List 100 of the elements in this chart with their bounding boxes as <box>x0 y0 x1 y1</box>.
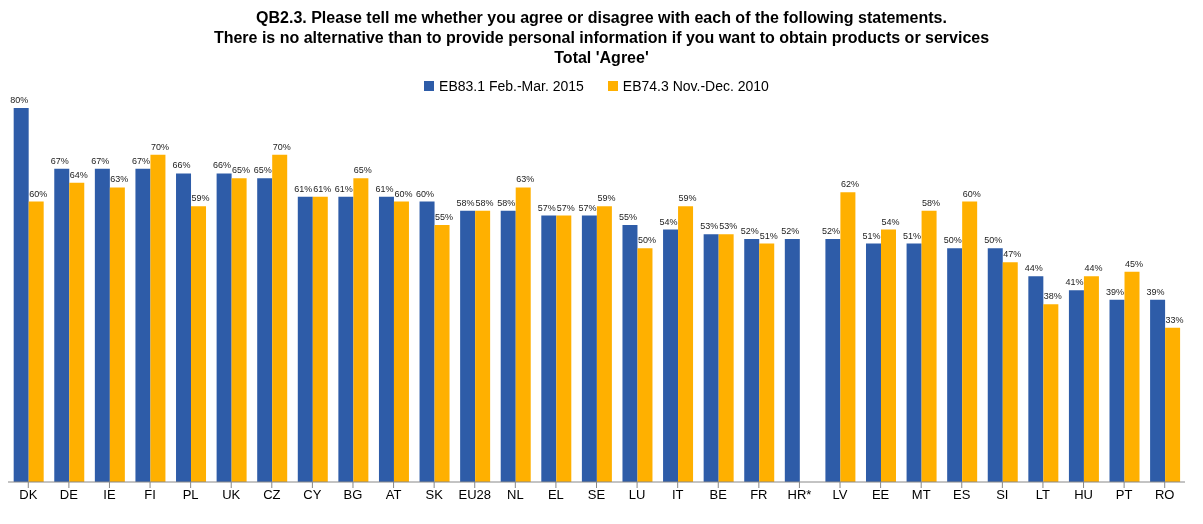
bar <box>1002 262 1018 482</box>
x-tick-label: FI <box>144 487 156 503</box>
bar <box>257 178 273 482</box>
bar <box>475 210 491 482</box>
data-label: 58% <box>475 197 494 208</box>
x-tick-label: PT <box>1115 487 1133 503</box>
data-label: 59% <box>597 193 616 204</box>
bar <box>297 196 313 482</box>
data-label: 64% <box>69 169 88 180</box>
data-label: 54% <box>881 216 900 227</box>
data-label: 70% <box>272 141 291 152</box>
bar <box>865 243 881 482</box>
bar <box>150 154 166 482</box>
bar <box>460 210 476 482</box>
bar <box>825 238 841 482</box>
x-tick-label: UK <box>222 487 241 503</box>
x-tick-label: MT <box>911 487 931 503</box>
x-tick-label: SK <box>425 487 444 503</box>
bar <box>231 178 247 482</box>
data-label: 55% <box>618 211 637 222</box>
x-tick-label: EE <box>871 487 890 503</box>
x-tick-label: HU <box>1074 487 1093 503</box>
data-label: 51% <box>759 230 778 241</box>
x-tick-label: LT <box>1035 487 1051 503</box>
data-label: 60% <box>394 188 413 199</box>
bar <box>596 206 612 482</box>
bar <box>622 224 638 482</box>
bar <box>581 215 597 482</box>
x-tick-label: ES <box>953 487 971 503</box>
data-label: 50% <box>943 235 962 246</box>
data-label: 58% <box>456 197 475 208</box>
data-label: 59% <box>678 193 697 204</box>
bar <box>784 238 800 482</box>
bar <box>921 210 937 482</box>
x-tick-label: SI <box>996 487 1009 503</box>
data-label: 44% <box>1084 263 1103 274</box>
chart-subtitle: Total 'Agree' <box>553 48 650 68</box>
x-tick-label: AT <box>385 487 402 503</box>
data-label: 58% <box>497 197 516 208</box>
data-label: 58% <box>922 197 941 208</box>
bar <box>703 234 719 482</box>
data-label: 80% <box>10 95 29 105</box>
bar <box>54 168 70 482</box>
x-tick-label: EU28 <box>458 487 492 503</box>
data-label: 61% <box>313 183 332 194</box>
bar <box>28 201 44 482</box>
x-tick-label: LV <box>832 487 848 503</box>
bar <box>13 108 29 482</box>
data-label: 61% <box>334 183 353 194</box>
bar <box>637 248 653 482</box>
data-label: 66% <box>172 160 191 171</box>
bar <box>678 206 694 482</box>
bar <box>541 215 557 482</box>
data-label: 50% <box>637 235 656 246</box>
bar <box>840 192 856 482</box>
bar <box>272 154 288 482</box>
x-tick-label: IE <box>103 487 116 503</box>
bar <box>69 182 85 482</box>
data-label: 65% <box>232 165 251 176</box>
bar <box>1109 299 1125 482</box>
bar <box>880 229 896 482</box>
data-label: 52% <box>781 225 800 236</box>
bar <box>987 248 1003 482</box>
bar <box>338 196 354 482</box>
bar <box>515 187 531 482</box>
bar <box>1165 327 1181 482</box>
bar <box>109 187 125 482</box>
data-label: 38% <box>1043 291 1062 302</box>
data-label: 59% <box>191 193 210 204</box>
data-label: 39% <box>1106 286 1125 297</box>
bar <box>1028 276 1044 482</box>
data-label: 47% <box>1003 249 1022 260</box>
data-label: 55% <box>435 211 454 222</box>
x-tick-label: DK <box>19 487 38 503</box>
x-tick-label: PL <box>182 487 199 503</box>
data-label: 51% <box>903 230 922 241</box>
x-tick-label: RO <box>1154 487 1175 503</box>
bar <box>353 178 369 482</box>
bar <box>759 243 775 482</box>
data-label: 44% <box>1024 263 1043 274</box>
data-label: 70% <box>150 141 169 152</box>
bar <box>1068 290 1084 482</box>
bar <box>419 201 435 482</box>
bar <box>663 229 679 482</box>
data-label: 63% <box>110 174 129 185</box>
x-tick-label: SE <box>587 487 606 503</box>
x-tick-label: NL <box>507 487 524 503</box>
bar <box>947 248 963 482</box>
x-tick-label: EL <box>547 487 564 503</box>
x-tick-label: BE <box>709 487 728 503</box>
data-label: 45% <box>1125 258 1144 269</box>
data-label: 67% <box>50 155 69 166</box>
bar <box>556 215 572 482</box>
bar <box>718 234 734 482</box>
data-label: 52% <box>740 225 759 236</box>
data-label: 65% <box>253 165 272 176</box>
data-label: 62% <box>840 179 859 190</box>
data-label: 67% <box>91 155 110 166</box>
data-label: 39% <box>1146 286 1165 297</box>
x-tick-label: CY <box>303 487 322 503</box>
